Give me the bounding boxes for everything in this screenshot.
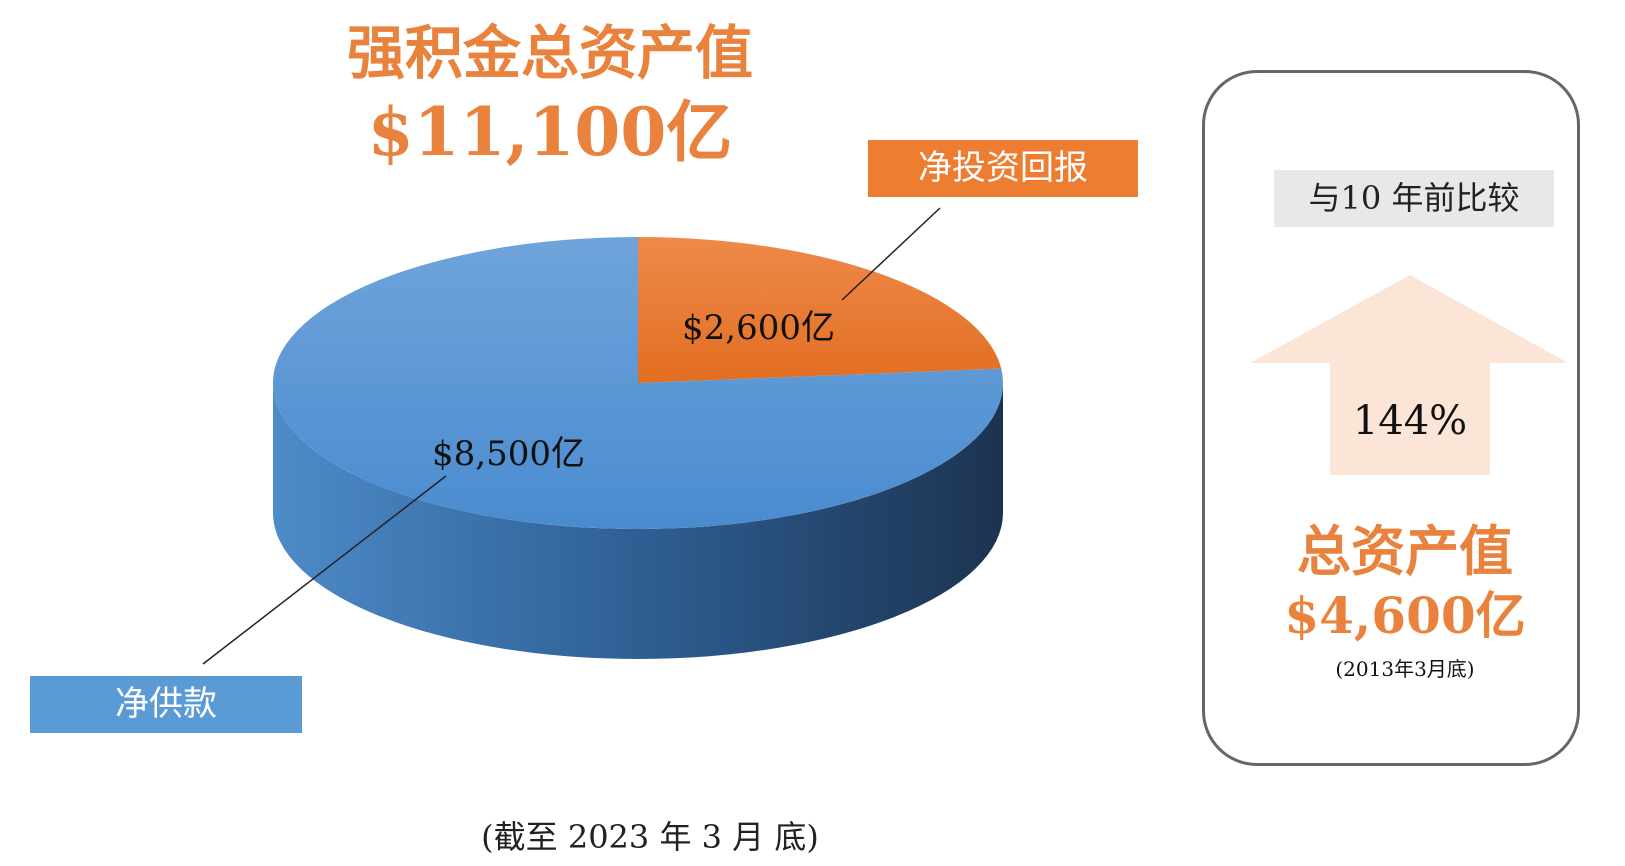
comparison-panel xyxy=(1202,70,1580,766)
chart-title: 强积金总资产值 xyxy=(346,19,753,87)
pie-chart xyxy=(202,207,1003,665)
pie-slice-net-return xyxy=(638,237,1002,383)
growth-percentage: 144% xyxy=(1352,398,1468,444)
data-label-net-return: $2,600亿 xyxy=(682,308,835,348)
leader-line-net-return xyxy=(841,207,941,301)
comparison-value: $4,600亿 xyxy=(1284,586,1526,645)
data-label-net-contribution: $8,500亿 xyxy=(432,434,585,474)
comparison-date-note: (2013年3月底) xyxy=(1335,657,1475,681)
up-arrow-icon xyxy=(1250,275,1568,475)
comparison-label: 与10 年前比较 xyxy=(1274,170,1554,227)
chart-footnote: (截至 2023 年 3 月 底) xyxy=(481,818,819,856)
legend-label-net-contribution: 净供款 xyxy=(30,676,302,733)
leader-line-net-contribution xyxy=(202,475,447,665)
chart-total-value: $11,100亿 xyxy=(367,93,733,171)
pie-side-wall xyxy=(273,383,1003,659)
legend-label-net-return: 净投资回报 xyxy=(868,140,1138,197)
comparison-title: 总资产值 xyxy=(1297,520,1513,583)
